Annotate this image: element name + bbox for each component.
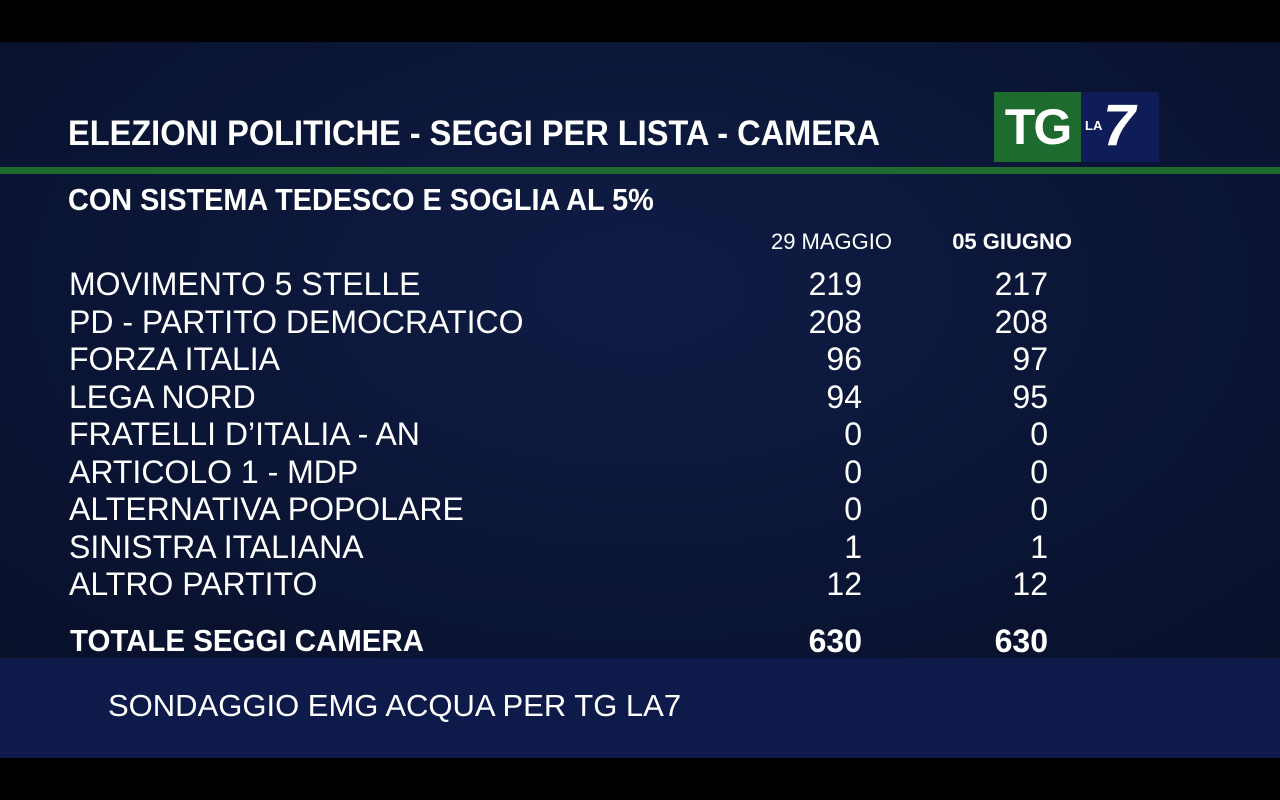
party-name: LEGA NORD bbox=[69, 378, 256, 415]
table-row: FRATELLI D’ITALIA - AN 0 0 bbox=[0, 416, 1280, 454]
seats-29-maggio: 94 bbox=[826, 378, 862, 415]
party-name: ALTERNATIVA POPOLARE bbox=[69, 491, 464, 527]
seats-05-giugno: 208 bbox=[994, 303, 1048, 340]
logo-seven: 7 bbox=[1103, 93, 1136, 158]
seats-29-maggio: 219 bbox=[808, 266, 862, 302]
seats-05-giugno: 217 bbox=[994, 266, 1048, 302]
table-row: ARTICOLO 1 - MDP 0 0 bbox=[0, 454, 1280, 492]
seats-29-maggio: 12 bbox=[826, 566, 862, 602]
page-title: ELEZIONI POLITICHE - SEGGI PER LISTA - C… bbox=[68, 114, 880, 153]
table-row: SINISTRA ITALIANA 1 1 bbox=[0, 529, 1280, 567]
seats-29-maggio: 0 bbox=[844, 491, 862, 527]
total-label: TOTALE SEGGI CAMERA bbox=[70, 623, 424, 658]
party-name: SINISTRA ITALIANA bbox=[69, 528, 364, 565]
table-row: ALTRO PARTITO 12 12 bbox=[0, 566, 1280, 604]
table-row: LEGA NORD 94 95 bbox=[0, 379, 1280, 417]
green-divider bbox=[0, 167, 1280, 174]
seats-29-maggio: 1 bbox=[844, 528, 862, 565]
total-row: TOTALE SEGGI CAMERA 630 630 bbox=[0, 622, 1280, 660]
seats-05-giugno: 12 bbox=[1012, 566, 1048, 602]
logo-tg: TG bbox=[994, 92, 1081, 162]
total-value-29-maggio: 630 bbox=[808, 623, 862, 659]
party-name: ARTICOLO 1 - MDP bbox=[69, 453, 359, 490]
seats-05-giugno: 0 bbox=[1030, 416, 1048, 452]
footer-bar: SONDAGGIO EMG ACQUA PER TG LA7 bbox=[0, 658, 1280, 758]
logo-la7: LA 7 bbox=[1081, 92, 1159, 162]
party-name: FORZA ITALIA bbox=[69, 341, 280, 377]
seats-table: MOVIMENTO 5 STELLE 219 217 PD - PARTITO DEM… bbox=[0, 266, 1280, 604]
seats-05-giugno: 1 bbox=[1030, 528, 1048, 565]
column-header-05-giugno: 05 GIUGNO bbox=[952, 229, 1072, 254]
seats-05-giugno: 0 bbox=[1030, 491, 1048, 527]
seats-05-giugno: 95 bbox=[1012, 378, 1048, 415]
seats-05-giugno: 97 bbox=[1012, 341, 1048, 377]
table-row: ALTERNATIVA POPOLARE 0 0 bbox=[0, 491, 1280, 529]
tg-la7-logo: TG LA 7 bbox=[994, 92, 1159, 162]
source-caption: SONDAGGIO EMG ACQUA PER TG LA7 bbox=[108, 688, 682, 723]
page-subtitle: CON SISTEMA TEDESCO E SOGLIA AL 5% bbox=[68, 182, 654, 217]
logo-la: LA bbox=[1085, 118, 1103, 133]
seats-29-maggio: 96 bbox=[826, 341, 862, 377]
seats-29-maggio: 208 bbox=[808, 303, 862, 340]
party-name: PD - PARTITO DEMOCRATICO bbox=[69, 303, 524, 340]
seats-29-maggio: 0 bbox=[844, 416, 862, 452]
column-header-29-maggio: 29 MAGGIO bbox=[770, 229, 892, 254]
table-row: FORZA ITALIA 96 97 bbox=[0, 341, 1280, 379]
party-name: MOVIMENTO 5 STELLE bbox=[69, 266, 421, 302]
table-row: MOVIMENTO 5 STELLE 219 217 bbox=[0, 266, 1280, 304]
table-row: PD - PARTITO DEMOCRATICO 208 208 bbox=[0, 304, 1280, 342]
seats-05-giugno: 0 bbox=[1030, 453, 1048, 490]
party-name: ALTRO PARTITO bbox=[69, 566, 318, 602]
seats-29-maggio: 0 bbox=[844, 453, 862, 490]
total-value-05-giugno: 630 bbox=[994, 623, 1048, 659]
party-name: FRATELLI D’ITALIA - AN bbox=[69, 416, 420, 452]
